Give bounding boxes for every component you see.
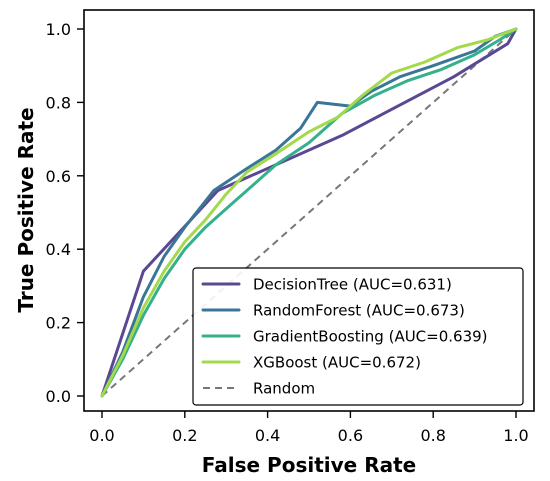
legend-label-xgboost: XGBoost (AUC=0.672): [253, 354, 421, 372]
x-tick-label: 0.8: [420, 426, 445, 445]
ticks-layer: 0.0 0.2 0.4 0.6 0.8 1.0 0.0 0.2 0.4 0.6 0.8 1.0: [46, 20, 529, 445]
x-tick-label: 0.2: [172, 426, 197, 445]
series-line-gradientboosting: [100, 27, 518, 398]
y-axis-label: True Positive Rate: [14, 107, 38, 312]
x-axis-label: False Positive Rate: [202, 453, 416, 477]
y-tick-label: 1.0: [46, 20, 71, 39]
series-line-random: [101, 28, 517, 397]
plot-frame: [83, 9, 535, 412]
x-tick-label: 0.0: [89, 426, 114, 445]
y-tick-label: 0.2: [46, 314, 71, 333]
legend-box: [192, 267, 524, 406]
legend-label-random: Random: [253, 380, 315, 398]
x-tick-label: 0.4: [255, 426, 280, 445]
x-tick-label: 0.6: [338, 426, 363, 445]
legend-label-gradientboosting: GradientBoosting (AUC=0.639): [253, 328, 488, 346]
legend-label-randomforest: RandomForest (AUC=0.673): [253, 302, 465, 320]
legend-label-decisiontree: DecisionTree (AUC=0.631): [253, 276, 452, 294]
x-tick-label: 1.0: [503, 426, 528, 445]
y-tick-label: 0.4: [46, 240, 71, 259]
y-tick-label: 0.8: [46, 93, 71, 112]
y-tick-label: 0.6: [46, 167, 71, 186]
legend: DecisionTree (AUC=0.631) RandomForest (AU…: [192, 267, 524, 406]
series-line-randomforest: [100, 27, 518, 398]
series-layer: [100, 27, 518, 398]
y-tick-label: 0.0: [46, 387, 71, 406]
series-line-xgboost: [100, 27, 518, 398]
